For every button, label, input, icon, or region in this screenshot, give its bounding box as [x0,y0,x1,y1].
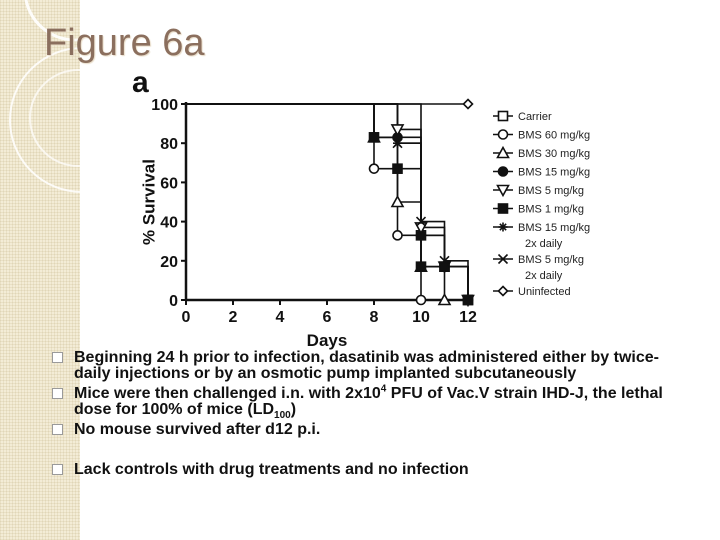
legend-marker [497,166,509,177]
legend-label: BMS 15 mg/kg [518,167,590,179]
legend-label: 2x daily [525,270,563,282]
square-bullet-icon [52,464,63,475]
legend-item: BMS 30 mg/kg [493,145,590,160]
y-tick-label: 0 [169,293,178,310]
survival-curve [186,103,446,300]
legend-item: BMS 60 mg/kg [493,129,590,142]
bullet-item: Lack controls with drug treatments and n… [52,462,692,478]
legend-item: BMS 5 mg/kg 2x daily [493,253,584,282]
data-point [462,294,474,306]
legend-marker [497,110,509,122]
square-bullet-icon [52,388,63,399]
x-tick-label: 6 [323,309,332,326]
slide-title: Figure 6a [44,22,205,64]
square-bullet-icon [52,352,63,363]
y-tick-label: 40 [160,215,178,232]
y-tick-label: 60 [160,175,178,192]
bullet-text-end: ) [290,401,297,418]
data-point [439,255,450,266]
x-tick-label: 10 [412,309,430,326]
chart-legend: Carrier BMS 60 mg/kg BMS 30 mg/kg BMS 15 mg… [493,110,590,298]
y-tick-label: 20 [160,254,178,271]
x-axis-label: Days [307,331,348,350]
bullet-text-start: Mice were then challenged i.n. with 2x10 [74,385,381,402]
data-point [368,163,380,174]
square-bullet-icon [52,424,63,435]
y-axis-label: % Survival [139,159,158,245]
legend-marker [496,145,510,159]
legend-label: 2x daily [525,238,563,250]
legend-item: BMS 1 mg/kg [493,203,584,216]
legend-item: BMS 15 mg/kg 2x daily [493,222,590,250]
y-tick-label: 100 [151,97,178,114]
legend-marker [497,253,509,265]
legend-label: Uninfected [518,286,571,298]
legend-label: BMS 30 mg/kg [518,148,590,160]
data-point [369,132,379,142]
data-point [462,98,474,110]
legend-item: BMS 5 mg/kg [493,184,584,198]
data-point [415,216,427,227]
legend-item: BMS 15 mg/kg [493,166,590,179]
x-tick-label: 12 [459,309,477,326]
x-tick-label: 4 [276,309,285,326]
x-tick-label: 2 [229,309,238,326]
legend-marker [497,129,509,140]
legend-label: BMS 60 mg/kg [518,130,590,142]
legend-marker [497,285,509,297]
survival-chart: Carrier BMS 60 mg/kg BMS 30 mg/kg BMS 15 mg… [132,66,590,350]
bullet-list: Beginning 24 h prior to infection, dasat… [52,350,692,478]
data-point [437,292,452,306]
bullet-text: Beginning 24 h prior to infection, dasat… [74,349,659,382]
legend-item: Uninfected [493,285,571,298]
bullet-item: Beginning 24 h prior to infection, dasat… [52,350,692,382]
legend-label: Carrier [518,111,552,123]
data-point [439,261,450,272]
x-tick-label: 8 [370,309,379,326]
legend-label: BMS 1 mg/kg [518,204,584,216]
bullet-superscript: 4 [380,383,387,395]
x-tick-label: 0 [182,309,191,326]
y-tick-label: 80 [160,136,178,153]
data-point [415,294,427,306]
legend-marker [496,184,510,198]
legend-label: BMS 5 mg/kg [518,185,584,197]
bullet-subscript: 100 [274,410,291,422]
legend-item: Carrier [493,110,552,123]
data-point [390,124,405,137]
bullet-text: Lack controls with drug treatments and n… [74,461,469,478]
data-point [392,138,403,149]
legend-marker [498,222,508,232]
bullet-item: Mice were then challenged i.n. with 2x10… [52,383,692,422]
panel-label: a [132,66,149,99]
bullet-item: No mouse survived after d12 p.i. [52,422,692,438]
survival-curve [186,103,422,300]
data-point [392,230,403,241]
bullet-text-middle: PFU of Vac.V strain IHD-J, the lethal do… [74,385,663,418]
data-point [390,194,405,208]
legend-label: BMS 15 mg/kg [518,222,590,234]
legend-label: BMS 5 mg/kg [518,254,584,266]
legend-marker [497,203,509,214]
bullet-text: No mouse survived after d12 p.i. [74,421,321,438]
data-point [416,262,426,272]
data-point [392,163,403,174]
